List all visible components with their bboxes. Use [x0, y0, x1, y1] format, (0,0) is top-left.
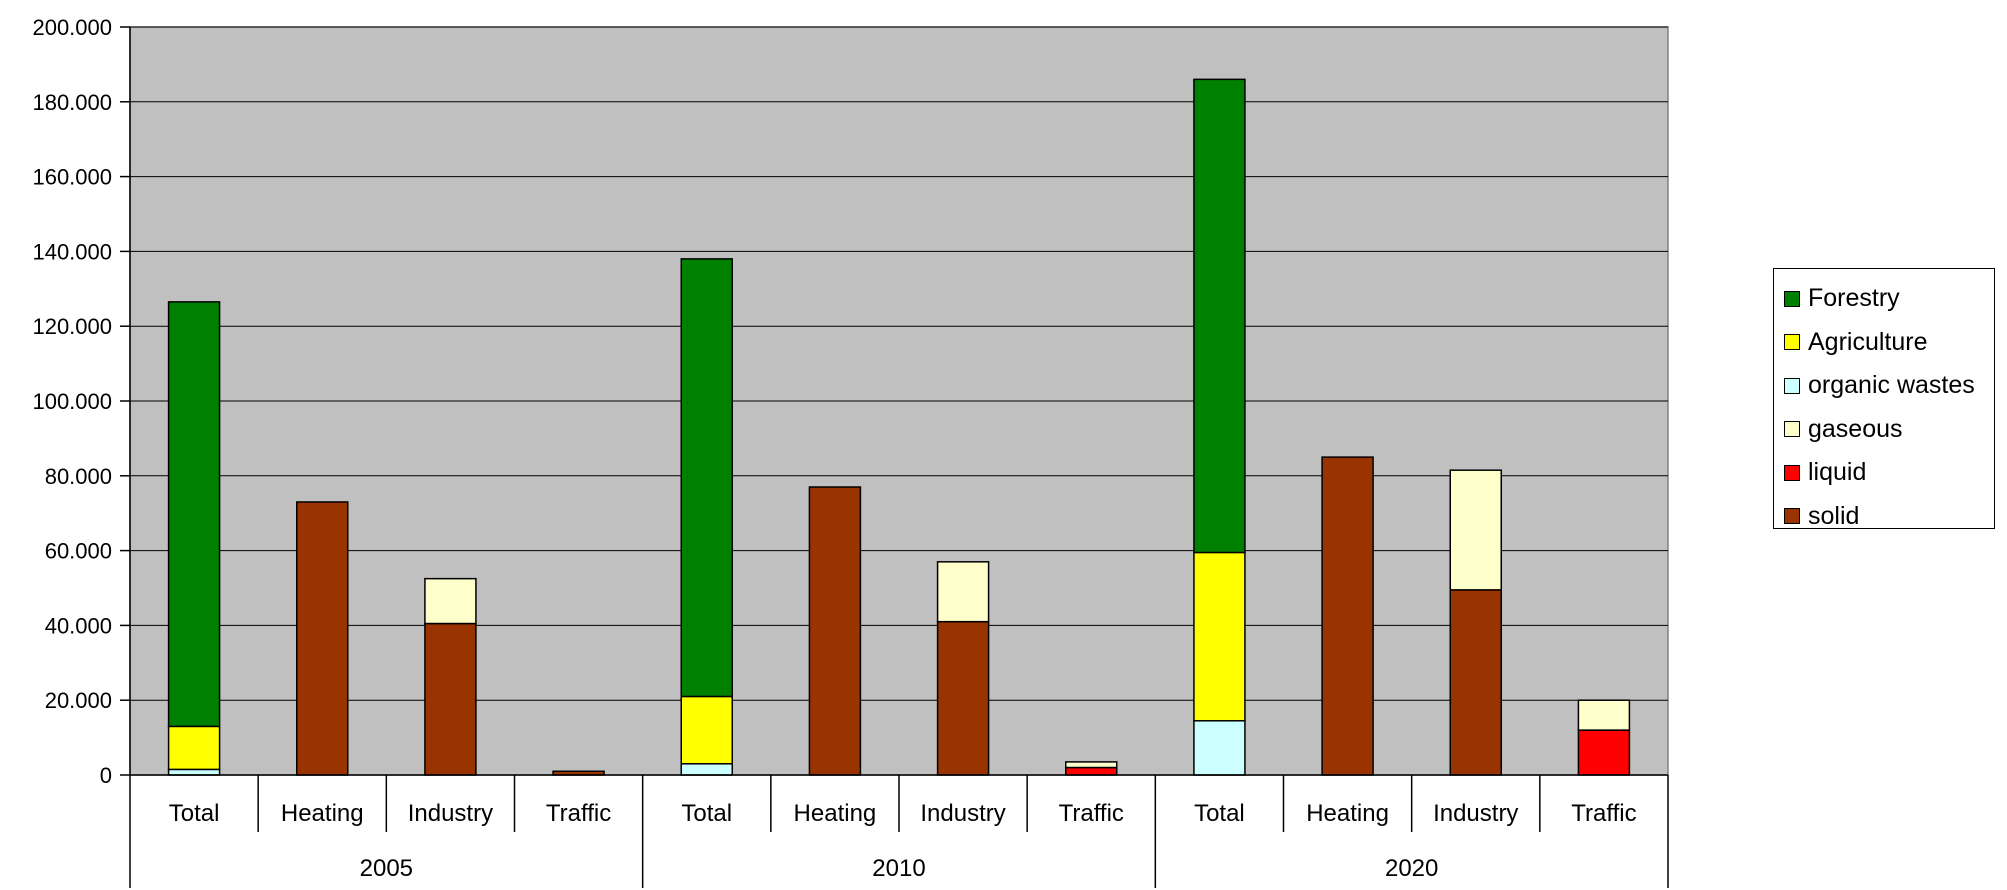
- x-category-label: Total: [681, 800, 732, 827]
- legend-item: Forestry: [1774, 277, 1994, 321]
- legend-swatch: [1784, 508, 1800, 525]
- x-category-label: Heating: [1306, 800, 1389, 827]
- y-tick-label: 60.000: [45, 539, 112, 564]
- x-category-label: Traffic: [1571, 800, 1636, 827]
- bar-segment-agriculture: [1193, 551, 1246, 722]
- x-group-label: 2010: [872, 855, 925, 882]
- legend-label: organic wastes: [1808, 371, 1975, 400]
- bars: [167, 78, 1631, 776]
- legend-label: Agriculture: [1808, 327, 1928, 356]
- x-group-label: 2005: [360, 855, 413, 882]
- legend-item: organic wastes: [1774, 364, 1994, 408]
- y-tick-label: 140.000: [32, 239, 112, 264]
- bar-segment-organic-wastes: [167, 768, 221, 776]
- y-tick-label: 120.000: [32, 314, 112, 339]
- legend-item: gaseous: [1774, 408, 1994, 452]
- bar-segment-solid: [808, 486, 862, 776]
- bar-segment-liquid: [1577, 729, 1631, 776]
- legend-swatch: [1784, 464, 1800, 481]
- x-category-label: Heating: [794, 800, 877, 827]
- legend-swatch: [1784, 290, 1800, 307]
- bar-chart: 0 20.000 40.000 60.000 80.000 100.000 120.000 1…: [32, 15, 1669, 888]
- legend-swatch: [1784, 377, 1800, 394]
- y-tick-label: 200.000: [32, 15, 112, 40]
- y-tick-label: 160.000: [32, 165, 112, 190]
- y-tick-label: 20.000: [45, 688, 112, 713]
- x-category-label: Industry: [1433, 800, 1518, 827]
- bar-segment-solid: [936, 620, 990, 776]
- legend-label: gaseous: [1808, 414, 1903, 443]
- x-group-label: 2020: [1385, 855, 1438, 882]
- legend-item: liquid: [1774, 451, 1994, 495]
- y-tick-label: 0: [100, 763, 112, 788]
- x-axis: Total Heating Industry Traffic 2005 Total Heat…: [129, 774, 1669, 888]
- bar-segment-agriculture: [167, 725, 221, 771]
- legend-item: Agriculture: [1774, 321, 1994, 365]
- bar-segment-organic-wastes: [680, 763, 733, 776]
- bar-segment-solid: [296, 501, 349, 776]
- bar-segment-solid: [1321, 456, 1374, 776]
- bar-segment-gaseous: [1449, 469, 1502, 591]
- bar-segment-agriculture: [680, 695, 733, 765]
- legend: Forestry Agriculture organic wastes gaseous…: [1773, 268, 1995, 530]
- legend-swatch: [1784, 421, 1800, 438]
- y-tick-label: 80.000: [45, 464, 112, 489]
- bar-segment-gaseous: [424, 577, 477, 625]
- bar-segment-solid: [424, 622, 477, 776]
- bar-segment-liquid: [1065, 766, 1118, 776]
- x-category-label: Industry: [408, 800, 493, 827]
- bar-segment-gaseous: [1065, 761, 1118, 769]
- gridlines: [130, 26, 1668, 701]
- y-axis: 0 20.000 40.000 60.000 80.000 100.000 120.000 1…: [32, 15, 131, 788]
- legend-label: liquid: [1808, 458, 1867, 487]
- x-category-label: Industry: [920, 800, 1005, 827]
- bar-segment-forestry: [1193, 78, 1246, 554]
- y-tick-label: 180.000: [32, 90, 112, 115]
- y-tick-label: 100.000: [32, 389, 112, 414]
- bar-segment-gaseous: [936, 561, 990, 623]
- y-tick-label: 40.000: [45, 613, 112, 638]
- x-category-label: Total: [169, 800, 220, 827]
- x-category-label: Total: [1194, 800, 1245, 827]
- legend-item: solid: [1774, 495, 1994, 539]
- bar-segment-solid: [1449, 589, 1502, 776]
- x-category-label: Heating: [281, 800, 364, 827]
- x-category-label: Traffic: [546, 800, 611, 827]
- bar-segment-gaseous: [1577, 699, 1631, 731]
- bar-segment-organic-wastes: [1193, 720, 1246, 776]
- x-category-label: Traffic: [1059, 800, 1124, 827]
- bar-segment-forestry: [680, 258, 733, 698]
- legend-swatch: [1784, 334, 1800, 351]
- bar-segment-forestry: [167, 301, 221, 728]
- legend-label: Forestry: [1808, 284, 1900, 313]
- legend-label: solid: [1808, 501, 1860, 530]
